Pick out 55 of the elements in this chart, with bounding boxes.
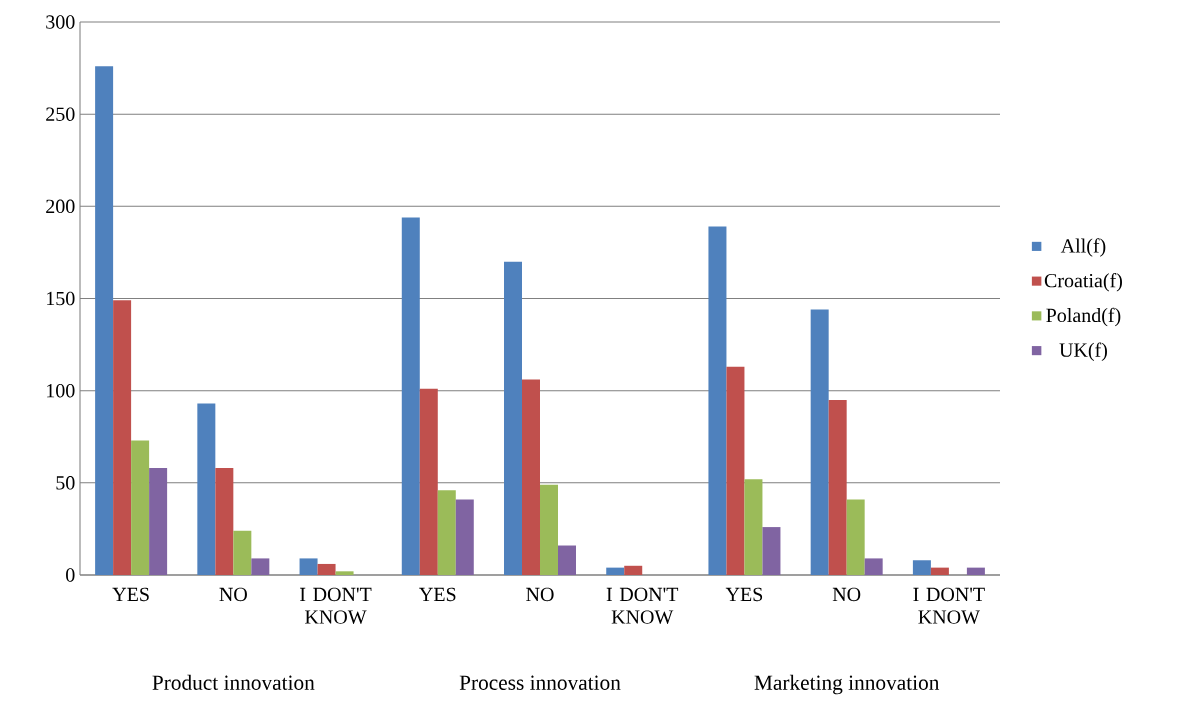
- y-tick-label: 200: [46, 199, 75, 214]
- bar: [335, 571, 354, 575]
- legend-label: UK(f): [1059, 342, 1107, 361]
- bar: [504, 261, 522, 575]
- bar: [930, 567, 949, 575]
- x-tick-label: NO: [219, 587, 247, 602]
- legend-label: Poland(f): [1046, 307, 1121, 327]
- x-tick-label: YES: [112, 587, 149, 602]
- text: Product innovation: [152, 674, 315, 690]
- bar: [251, 558, 270, 575]
- legend-label: All(f): [1060, 238, 1106, 257]
- y-tick-label: 150: [47, 291, 75, 306]
- bar: [726, 366, 745, 575]
- x-tick-label: I DON'T KNOW: [606, 587, 679, 624]
- bar: [437, 490, 456, 575]
- bar: [558, 545, 577, 575]
- bar: [95, 66, 114, 575]
- bar: [149, 468, 168, 575]
- bar: [455, 499, 474, 575]
- x-tick-label: I DON'T KNOW: [300, 587, 372, 624]
- bar: [762, 527, 781, 575]
- legend-label: Croatia(f): [1044, 273, 1122, 292]
- bar: [317, 563, 336, 575]
- bar: [828, 399, 847, 575]
- bar: [197, 403, 216, 575]
- y-tick-label: 250: [46, 107, 75, 121]
- x-tick-label: NO: [832, 587, 861, 602]
- bar: [131, 440, 150, 575]
- bar: [113, 300, 132, 575]
- bar: [624, 565, 643, 575]
- bar: [606, 567, 625, 575]
- y-tick-label: 50: [56, 476, 75, 490]
- x-tick-label: YES: [725, 587, 763, 602]
- bar: [744, 479, 763, 575]
- bar: [540, 484, 558, 575]
- bar: [401, 217, 420, 575]
- bar: [912, 560, 931, 575]
- x-tick-label: YES: [419, 587, 456, 602]
- bar: [419, 388, 438, 575]
- bar: [810, 309, 829, 575]
- bar: [708, 226, 727, 575]
- bar: [215, 468, 234, 575]
- y-tick-label: 100: [47, 383, 75, 398]
- y-tick-label: 300: [46, 15, 75, 29]
- bar: [864, 558, 883, 575]
- bar: [233, 530, 252, 575]
- x-tick-label: NO: [526, 587, 554, 602]
- y-tick-label: 0: [66, 568, 75, 582]
- text: Process innovation: [459, 675, 621, 690]
- bar: [299, 558, 318, 575]
- text: Marketing innovation: [754, 674, 940, 695]
- bar: [846, 499, 865, 575]
- bar: [966, 567, 985, 575]
- x-tick-label: I DON'T KNOW: [913, 587, 985, 624]
- bar: [522, 379, 540, 575]
